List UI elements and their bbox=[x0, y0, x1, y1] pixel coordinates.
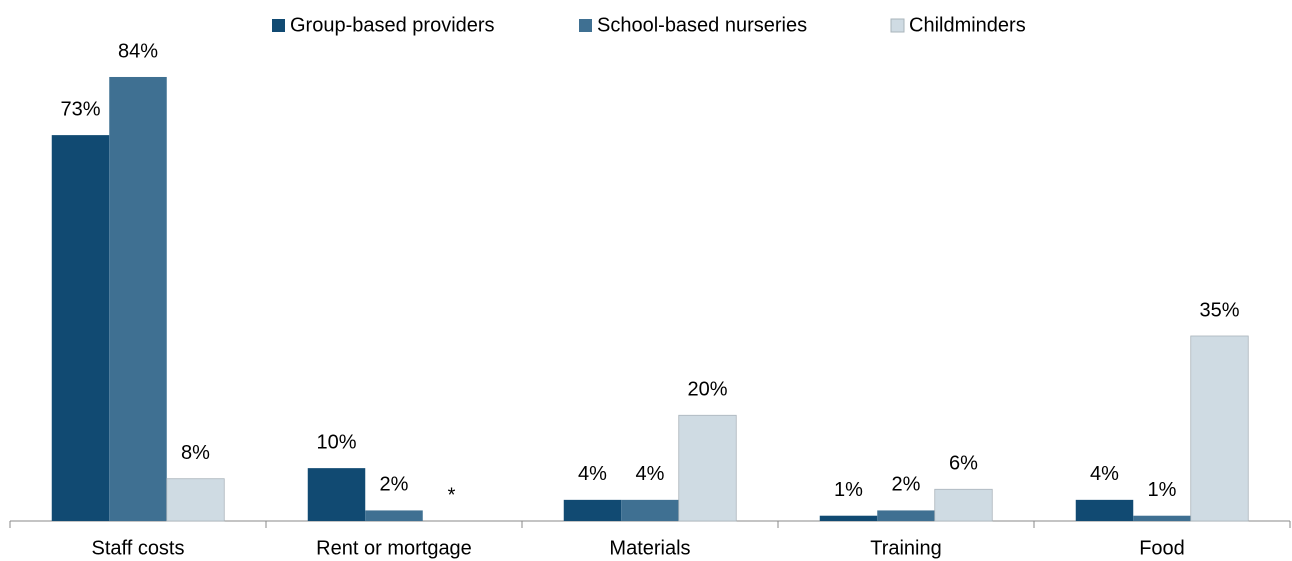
bar bbox=[109, 76, 167, 521]
value-label: 2% bbox=[892, 474, 921, 496]
bar bbox=[1133, 515, 1191, 521]
x-tick-label: Rent or mortgage bbox=[316, 537, 472, 559]
bar bbox=[1075, 499, 1134, 521]
value-label: 6% bbox=[949, 453, 978, 475]
x-tick-label: Staff costs bbox=[91, 537, 184, 559]
legend-label: Group-based providers bbox=[290, 14, 495, 36]
legend-swatch bbox=[272, 19, 285, 32]
bar bbox=[678, 414, 737, 522]
value-label: * bbox=[448, 484, 456, 506]
bar bbox=[563, 499, 622, 521]
value-label: 4% bbox=[578, 463, 607, 485]
bar bbox=[934, 488, 993, 522]
value-label: 4% bbox=[636, 463, 665, 485]
value-label: 1% bbox=[1148, 479, 1177, 501]
bar bbox=[621, 499, 679, 521]
legend-label: Childminders bbox=[909, 14, 1026, 36]
value-label: 4% bbox=[1090, 463, 1119, 485]
value-label: 2% bbox=[380, 474, 409, 496]
value-label: 8% bbox=[181, 442, 210, 464]
bar bbox=[819, 515, 878, 521]
legend-label: School-based nurseries bbox=[597, 14, 807, 36]
legend-swatch bbox=[579, 19, 592, 32]
value-label: 1% bbox=[834, 479, 863, 501]
value-label: 20% bbox=[687, 379, 727, 401]
x-tick-label: Food bbox=[1139, 537, 1185, 559]
bar bbox=[1190, 335, 1249, 522]
bar bbox=[51, 135, 110, 521]
x-tick-label: Training bbox=[870, 537, 942, 559]
value-label: 10% bbox=[316, 431, 356, 453]
legend-swatch bbox=[890, 18, 905, 33]
bar bbox=[877, 510, 935, 521]
x-tick-label: Materials bbox=[609, 537, 690, 559]
bar bbox=[166, 478, 225, 522]
value-label: 73% bbox=[60, 98, 100, 120]
bar bbox=[365, 510, 423, 521]
bar bbox=[307, 468, 366, 521]
value-label: 84% bbox=[118, 40, 158, 62]
value-label: 35% bbox=[1199, 299, 1239, 321]
